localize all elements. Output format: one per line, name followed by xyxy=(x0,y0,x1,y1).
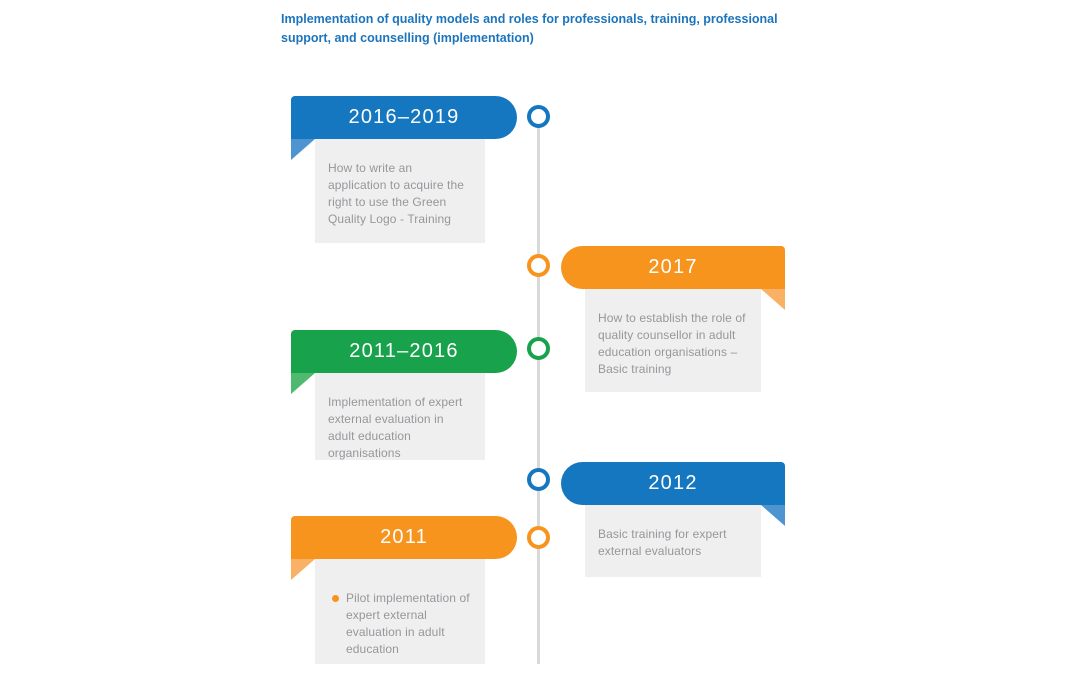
timeline-description: Basic training for expert external evalu… xyxy=(598,527,727,558)
timeline-node xyxy=(527,468,550,491)
timeline-description: Implementation of expert external evalua… xyxy=(328,395,463,460)
timeline-banner-2011-2016: 2011–2016 xyxy=(291,330,517,373)
ribbon-fold xyxy=(291,559,315,580)
timeline-description: Pilot implementation of expert external … xyxy=(346,591,470,656)
ribbon-fold xyxy=(761,505,785,526)
ribbon-fold xyxy=(291,139,315,160)
timeline-description-box: Pilot implementation of expert external … xyxy=(315,559,485,664)
timeline-description-box: How to write an application to acquire t… xyxy=(315,139,485,243)
timeline-description: How to establish the role of quality cou… xyxy=(598,311,746,376)
timeline-banner-2016-2019: 2016–2019 xyxy=(291,96,517,139)
bullet-dot-icon xyxy=(332,595,339,602)
timeline-node xyxy=(527,254,550,277)
timeline-line xyxy=(537,116,540,664)
page-title: Implementation of quality models and rol… xyxy=(281,12,778,46)
timeline-banner-2012: 2012 xyxy=(561,462,785,505)
timeline-description: How to write an application to acquire t… xyxy=(328,161,465,226)
ribbon-fold xyxy=(291,373,315,394)
timeline-banner-2017: 2017 xyxy=(561,246,785,289)
timeline-node xyxy=(527,526,550,549)
timeline-node xyxy=(527,337,550,360)
ribbon-fold xyxy=(761,289,785,310)
timeline-description-box: How to establish the role of quality cou… xyxy=(585,289,761,392)
timeline-description-box: Basic training for expert external evalu… xyxy=(585,505,761,577)
timeline-banner-2011: 2011 xyxy=(291,516,517,559)
timeline-node xyxy=(527,105,550,128)
timeline-description-box: Implementation of expert external evalua… xyxy=(315,373,485,460)
